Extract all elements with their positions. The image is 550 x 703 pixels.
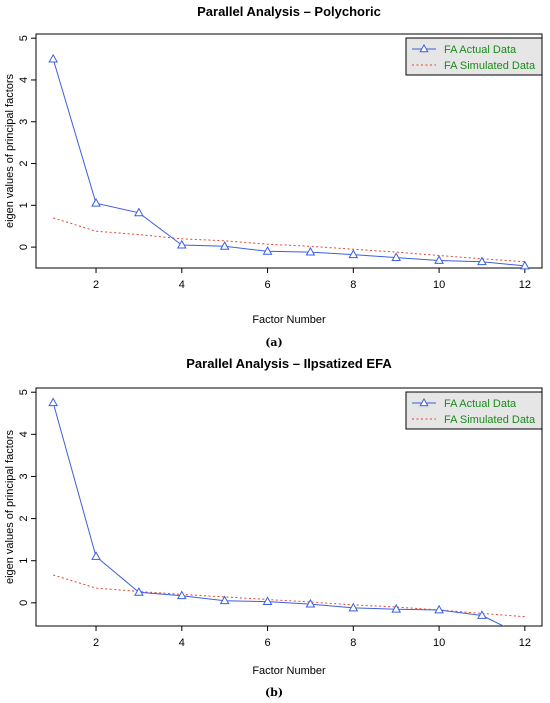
y-tick-label: 3: [18, 119, 30, 125]
x-tick-label: 8: [350, 637, 356, 649]
legend-simulated-label: FA Simulated Data: [444, 60, 536, 72]
actual-data-point: [391, 252, 402, 261]
actual-data-line: [52, 58, 525, 267]
actual-data-point: [348, 249, 359, 259]
x-tick-label: 10: [433, 637, 445, 649]
actual-data-point: [262, 246, 273, 255]
actual-data-point: [434, 255, 444, 264]
actual-data-point: [520, 260, 530, 270]
figure-caption: (a): [265, 336, 283, 349]
y-axis-label: eigen values of principal factors: [4, 73, 16, 228]
legend-simulated-label: FA Simulated Data: [444, 414, 536, 426]
actual-data-point: [305, 598, 316, 608]
y-tick-label: 0: [18, 244, 30, 250]
x-tick-label: 6: [264, 279, 270, 291]
y-tick-label: 3: [18, 473, 30, 479]
y-tick-label: 1: [18, 558, 30, 564]
actual-data-point: [477, 610, 487, 619]
legend-actual-marker: [419, 397, 429, 407]
y-tick-label: 5: [18, 389, 30, 395]
figure-caption: (b): [265, 686, 283, 699]
y-axis-label: eigen values of principal factors: [4, 429, 16, 584]
x-tick-label: 8: [350, 279, 356, 291]
x-axis-label: Factor Number: [252, 665, 326, 677]
y-tick-label: 2: [18, 160, 30, 166]
actual-data-point: [348, 602, 359, 612]
chart-b: Parallel Analysis – Ilpsatized EFA012345…: [4, 356, 543, 699]
actual-data-point: [477, 256, 487, 266]
x-tick-label: 10: [433, 279, 445, 291]
actual-data-point: [134, 207, 144, 217]
y-tick-label: 5: [18, 35, 30, 41]
x-tick-label: 2: [93, 637, 99, 649]
simulated-data-line: [53, 217, 525, 263]
chart-title: Parallel Analysis – Polychoric: [197, 4, 381, 19]
actual-data-point: [91, 551, 101, 560]
x-tick-label: 4: [179, 637, 185, 649]
legend-actual-marker: [419, 43, 429, 53]
x-axis-label: Factor Number: [252, 314, 326, 326]
legend-box: [405, 37, 543, 76]
y-tick-label: 4: [18, 431, 30, 437]
actual-data-point: [262, 596, 273, 606]
x-tick-label: 12: [519, 279, 531, 291]
actual-data-point: [176, 590, 187, 600]
actual-data-point: [305, 246, 316, 256]
plot-frame: [35, 387, 543, 627]
legend-actual-label: FA Actual Data: [444, 44, 517, 56]
actual-data-line: [52, 402, 505, 626]
x-tick-label: 12: [519, 637, 531, 649]
actual-data-point: [219, 241, 230, 250]
actual-data-point: [48, 397, 58, 407]
y-tick-label: 4: [18, 77, 30, 83]
actual-data-point: [219, 595, 230, 605]
y-tick-label: 2: [18, 516, 30, 522]
actual-data-point: [434, 604, 444, 614]
actual-data-point: [48, 53, 58, 63]
actual-data-point: [391, 603, 402, 613]
x-tick-label: 6: [264, 637, 270, 649]
actual-data-point: [91, 198, 101, 207]
x-tick-label: 2: [93, 279, 99, 291]
simulated-data-line: [53, 574, 525, 618]
legend-box: [405, 391, 543, 430]
legend-actual-label: FA Actual Data: [444, 398, 517, 410]
actual-data-point: [134, 587, 144, 596]
actual-data-point: [176, 239, 187, 249]
chart-title: Parallel Analysis – Ilpsatized EFA: [186, 356, 392, 371]
y-tick-label: 0: [18, 600, 30, 606]
plot-frame: [35, 33, 543, 269]
x-tick-label: 4: [179, 279, 185, 291]
y-tick-label: 1: [18, 202, 30, 208]
